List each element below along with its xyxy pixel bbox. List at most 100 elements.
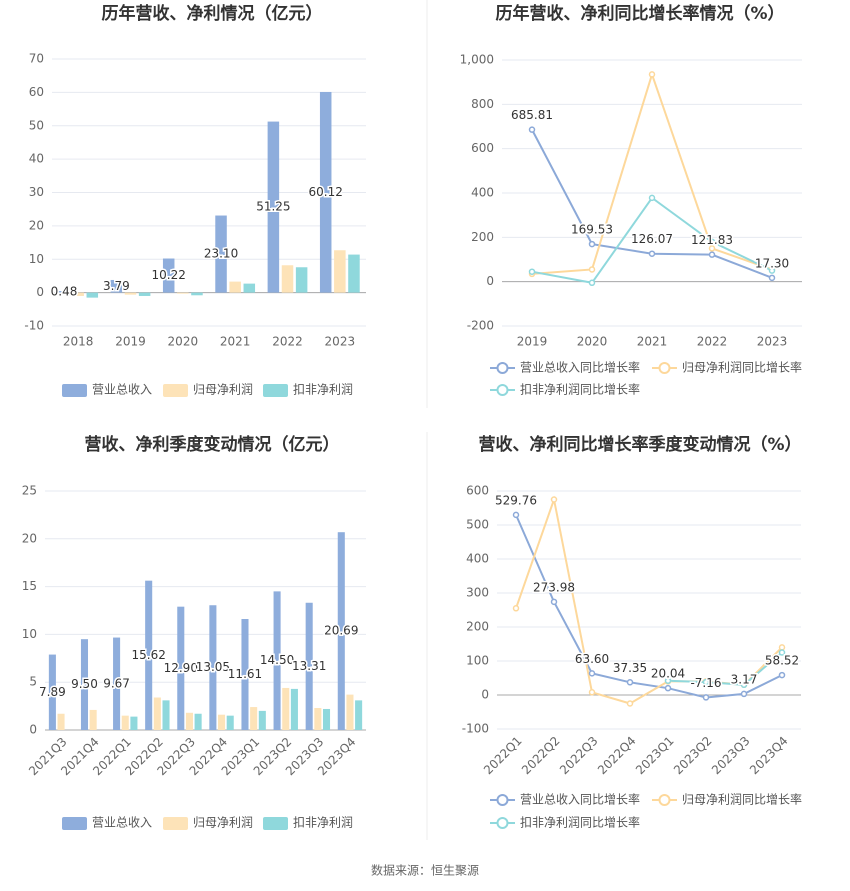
- point: [768, 267, 776, 274]
- value-label: 685.81: [511, 108, 553, 122]
- value-label: 529.76: [495, 493, 537, 507]
- bar: [314, 708, 322, 730]
- legend-swatch: [496, 817, 509, 829]
- point: [740, 690, 748, 698]
- point: [588, 670, 596, 677]
- y-tick-label: 500: [466, 518, 489, 532]
- value-label: 58.52: [765, 654, 799, 668]
- point: [588, 240, 596, 248]
- bar: [258, 710, 266, 730]
- chart-title: 历年营收、净利情况（亿元）: [102, 3, 323, 24]
- y-tick-label: 20: [29, 218, 44, 232]
- y-tick-label: 5: [29, 675, 37, 689]
- legend-label: 归母净利润: [193, 816, 253, 830]
- y-tick-label: 0: [29, 723, 37, 737]
- point: [708, 238, 716, 246]
- bar: [57, 713, 65, 730]
- x-tick-label: 2018: [63, 335, 94, 349]
- bar: [48, 654, 56, 730]
- point: [702, 694, 710, 701]
- value-label: 15.62: [132, 648, 166, 662]
- bar: [185, 712, 193, 730]
- value-label: 0.48: [51, 284, 78, 298]
- y-tick-label: 200: [471, 230, 494, 244]
- point: [778, 644, 786, 651]
- bar: [250, 707, 258, 730]
- bar: [226, 715, 234, 730]
- bar: [86, 292, 99, 298]
- legend-swatch: [263, 817, 288, 830]
- x-tick-label: 2023: [325, 335, 356, 349]
- bar: [346, 694, 354, 730]
- bar: [191, 292, 203, 296]
- point: [708, 245, 716, 252]
- y-tick-label: 0: [36, 285, 44, 299]
- y-tick-label: 400: [466, 552, 489, 566]
- legend-swatch: [62, 817, 87, 830]
- point: [528, 268, 536, 275]
- point: [664, 677, 672, 684]
- bar: [348, 254, 360, 293]
- point: [648, 194, 656, 202]
- value-label: 37.35: [613, 661, 647, 675]
- value-label: 11.61: [228, 667, 262, 681]
- bar: [319, 91, 332, 293]
- point: [550, 496, 558, 503]
- value-label: 126.07: [631, 232, 673, 246]
- y-tick-label: 400: [471, 186, 494, 200]
- bar: [215, 215, 227, 293]
- legend-swatch: [263, 384, 288, 397]
- x-tick-label: 2023Q2: [671, 734, 715, 778]
- bar: [130, 716, 138, 730]
- value-label: 7.89: [39, 685, 66, 699]
- y-tick-label: 0: [486, 274, 494, 288]
- point: [768, 274, 776, 282]
- bar: [241, 619, 249, 730]
- x-tick-label: 2020: [168, 335, 199, 349]
- y-tick-label: -200: [467, 319, 494, 333]
- point: [626, 679, 634, 686]
- value-label: 17.30: [755, 256, 789, 270]
- point: [588, 689, 596, 696]
- value-label: 20.04: [651, 667, 685, 681]
- x-tick-label: 2022: [272, 335, 303, 349]
- point: [708, 251, 716, 258]
- point: [626, 700, 634, 707]
- bar: [162, 258, 175, 293]
- bar: [113, 637, 121, 730]
- line: [515, 514, 783, 699]
- bar: [72, 292, 84, 296]
- value-label: -7.16: [690, 676, 721, 690]
- value-label: 273.98: [533, 580, 575, 594]
- bar: [153, 697, 161, 730]
- point: [778, 671, 786, 679]
- bar: [145, 580, 153, 730]
- y-tick-label: 800: [471, 97, 494, 111]
- legend-label: 营业总收入同比增长率: [520, 360, 640, 375]
- x-tick-label: 2022: [697, 335, 728, 349]
- bar: [243, 283, 256, 293]
- value-label: 63.60: [575, 652, 609, 666]
- y-tick-label: 70: [29, 52, 44, 66]
- bar: [282, 687, 290, 730]
- x-tick-label: 2022Q3: [557, 734, 601, 778]
- value-label: 169.53: [571, 223, 613, 237]
- x-tick-label: 2019: [517, 335, 548, 349]
- point: [528, 126, 536, 133]
- bar: [177, 606, 185, 730]
- bar: [355, 700, 363, 730]
- point: [588, 266, 596, 273]
- y-tick-label: -10: [24, 319, 44, 333]
- legend-label: 营业总收入: [92, 816, 152, 830]
- bar: [281, 265, 294, 293]
- legend-label: 归母净利润同比增长率: [682, 360, 802, 375]
- bar: [267, 121, 280, 293]
- y-tick-label: 600: [471, 141, 494, 155]
- bar: [194, 713, 202, 730]
- value-label: 14.50: [260, 653, 294, 667]
- x-tick-label: 2022Q1: [481, 734, 525, 778]
- bar: [229, 281, 241, 293]
- x-tick-label: 2022Q2: [519, 734, 563, 778]
- source: 数据来源：恒生聚源: [371, 863, 479, 878]
